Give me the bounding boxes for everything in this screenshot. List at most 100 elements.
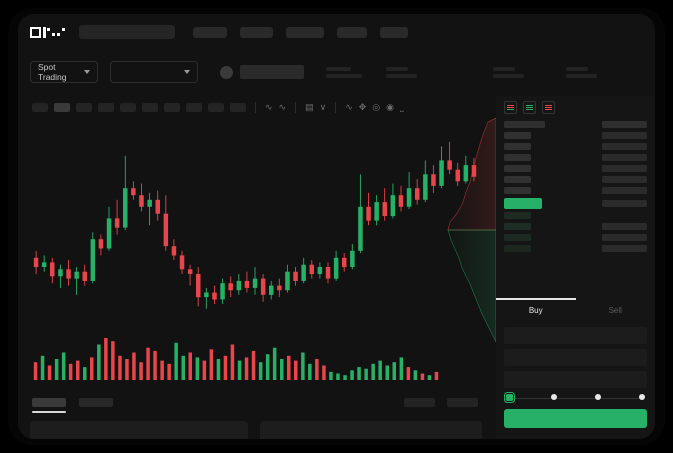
timeframe-button-8[interactable] <box>208 102 224 112</box>
timeframe-button-5[interactable] <box>142 102 158 112</box>
fullscreen-icon[interactable]: ⎵ <box>400 101 404 112</box>
buy-sell-tabs: Buy Sell <box>496 300 655 322</box>
timeframe-button-7[interactable] <box>186 102 202 112</box>
camera-icon[interactable]: ◎ <box>372 101 381 112</box>
timeframe-button-0[interactable] <box>32 102 48 112</box>
orderbook-ask-row[interactable] <box>496 174 655 185</box>
line-chart-icon[interactable]: ∿ <box>345 101 353 112</box>
tab-sell[interactable]: Sell <box>608 305 622 315</box>
slider-step-0[interactable] <box>504 391 515 403</box>
price-change-label <box>326 66 351 71</box>
ask-price <box>504 187 531 194</box>
last-price-highlight <box>504 197 542 209</box>
tab-buy[interactable]: Buy <box>528 305 543 315</box>
orderbook-header <box>496 119 655 130</box>
orderbook-price-header <box>504 121 545 128</box>
pair-name-placeholder <box>240 65 304 79</box>
orderbook-bid-row[interactable] <box>496 221 655 232</box>
ask-amount <box>602 187 647 194</box>
timeframe-button-3[interactable] <box>98 102 114 112</box>
stat-label <box>566 66 588 71</box>
timeframe-button-2[interactable] <box>76 102 92 112</box>
slider-step-2[interactable] <box>595 394 601 400</box>
bottom-card-1[interactable] <box>260 420 482 439</box>
orderbook-bid-row[interactable] <box>496 232 655 243</box>
bottom-action-1[interactable] <box>447 398 478 407</box>
stat-value <box>386 73 417 78</box>
app-screen: Spot Trading <box>18 14 655 439</box>
nav-search-box[interactable] <box>78 25 175 39</box>
last-price-amount <box>602 199 647 207</box>
slider-step-3[interactable] <box>639 394 645 400</box>
stat-label <box>386 66 408 71</box>
ask-amount <box>602 154 647 161</box>
ask-price <box>504 176 531 183</box>
price-chart-area[interactable] <box>18 118 496 390</box>
orderbook-ask-row[interactable] <box>496 130 655 141</box>
stat-block-0 <box>386 66 417 78</box>
ask-price <box>504 132 531 139</box>
price-change-block <box>326 66 362 78</box>
bottom-tab-1[interactable] <box>79 398 113 407</box>
slider-step-1[interactable] <box>551 394 557 400</box>
orderbook-asks-icon[interactable] <box>542 101 555 114</box>
orderbook-ask-row[interactable] <box>496 152 655 163</box>
orderbook-ask-row[interactable] <box>496 141 655 152</box>
drawing-pencil-icon[interactable]: ✥ <box>358 101 367 112</box>
bottom-tab-active-underline <box>32 411 66 413</box>
market-subheader: Spot Trading <box>18 50 655 94</box>
bottom-action-0[interactable] <box>404 398 435 407</box>
ask-price <box>504 143 531 150</box>
order-total-input[interactable] <box>504 370 647 388</box>
order-price-input[interactable] <box>504 326 647 344</box>
market-type-select[interactable]: Spot Trading <box>30 61 98 83</box>
amount-percent-slider[interactable] <box>504 391 645 403</box>
slider-track <box>510 397 641 399</box>
nav-item-3[interactable] <box>336 26 367 38</box>
ask-amount <box>602 132 647 139</box>
bottom-tab-0[interactable] <box>32 398 66 407</box>
orderbook-last-price-row <box>496 196 655 210</box>
nav-item-1[interactable] <box>239 26 273 38</box>
market-depth-chart <box>442 118 496 343</box>
toolbar-divider <box>295 101 297 113</box>
orderbook-ask-row[interactable] <box>496 163 655 174</box>
orderbook-ask-row[interactable] <box>496 185 655 196</box>
nav-item-2[interactable] <box>285 26 324 38</box>
bid-price <box>504 234 531 241</box>
ask-amount <box>602 143 647 150</box>
nav-item-0[interactable] <box>192 26 227 38</box>
orderbook-bid-row[interactable] <box>496 243 655 254</box>
bid-price <box>504 245 531 252</box>
top-navigation-bar <box>18 14 655 50</box>
submit-buy-button[interactable] <box>504 408 647 428</box>
stat-value <box>566 73 597 78</box>
chevron-down-icon <box>184 70 190 74</box>
candlestick-chart-icon[interactable]: ▤ <box>305 101 314 112</box>
toolbar-divider <box>255 101 256 113</box>
timeframe-button-9[interactable] <box>230 102 246 112</box>
chart-type-icon[interactable]: ∨ <box>319 101 327 112</box>
timeframe-button-1[interactable] <box>54 102 70 112</box>
orderbook-bids-icon[interactable] <box>523 101 536 114</box>
compare-icon[interactable]: ∿ <box>278 101 287 112</box>
timeframe-button-6[interactable] <box>164 102 180 112</box>
orderbook-both-icon[interactable] <box>504 101 517 114</box>
settings-gear-icon[interactable]: ◉ <box>386 101 395 112</box>
order-amount-input[interactable] <box>504 348 647 366</box>
timeframe-button-4[interactable] <box>120 102 136 112</box>
bid-amount <box>602 212 647 219</box>
trading-pair-select[interactable] <box>110 61 198 83</box>
stat-value <box>493 73 524 78</box>
okx-logo-icon[interactable] <box>30 26 65 38</box>
bid-price <box>504 223 531 230</box>
chevron-down-icon <box>84 70 90 74</box>
bottom-card-0[interactable] <box>30 420 248 439</box>
order-book-panel <box>496 96 655 296</box>
volume-histogram <box>33 338 439 380</box>
ask-price <box>504 154 531 161</box>
orderbook-bid-row[interactable] <box>496 210 655 221</box>
nav-item-4[interactable] <box>379 26 408 38</box>
indicators-icon[interactable]: ∿ <box>265 101 273 112</box>
